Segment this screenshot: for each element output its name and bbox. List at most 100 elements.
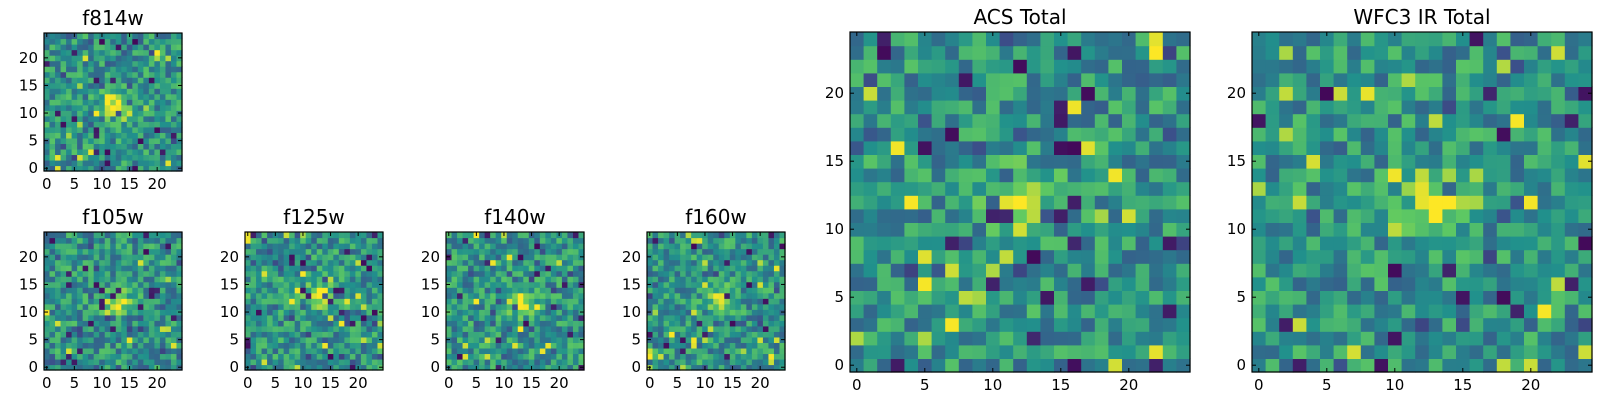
heatmap-cell xyxy=(126,44,133,51)
heatmap-cell xyxy=(773,331,781,338)
heatmap-cell xyxy=(1388,317,1403,332)
heatmap-cell xyxy=(1040,304,1055,319)
heatmap-cell xyxy=(104,71,111,78)
heatmap-cell xyxy=(663,320,670,327)
heatmap-cell xyxy=(479,237,486,244)
heatmap-cell xyxy=(757,254,764,261)
heatmap-cell xyxy=(674,309,681,316)
heatmap-cell xyxy=(159,77,167,84)
x-tick-label: 15 xyxy=(321,374,340,392)
heatmap-cell xyxy=(561,358,569,366)
heatmap-cell xyxy=(751,309,758,316)
heatmap-cell xyxy=(696,292,703,299)
heatmap-cell xyxy=(999,45,1014,60)
heatmap-cell xyxy=(1333,344,1348,359)
heatmap-cell xyxy=(468,270,475,277)
heatmap-cell xyxy=(762,309,770,316)
heatmap-cell xyxy=(165,49,172,56)
heatmap-cell xyxy=(1279,344,1294,359)
heatmap-cell xyxy=(468,265,475,272)
heatmap-cell xyxy=(1081,276,1096,291)
heatmap-cell xyxy=(110,320,117,327)
heatmap-cell xyxy=(534,287,541,294)
heatmap-cell xyxy=(344,358,351,366)
heatmap-cell xyxy=(647,353,654,360)
heatmap-cell xyxy=(1054,154,1069,169)
heatmap-cell xyxy=(294,287,301,294)
heatmap-cell xyxy=(545,254,552,261)
heatmap-cell xyxy=(572,237,580,244)
heatmap-cell xyxy=(159,298,167,305)
heatmap-cell xyxy=(972,113,987,128)
heatmap-cell xyxy=(674,237,681,244)
heatmap-cell xyxy=(1428,290,1443,305)
heatmap-cell xyxy=(267,303,274,310)
heatmap-cell xyxy=(479,342,486,349)
heatmap-cell xyxy=(779,298,786,305)
heatmap-cell xyxy=(729,243,736,250)
heatmap-cell xyxy=(143,281,150,288)
heatmap-cell xyxy=(479,287,486,294)
heatmap-cell xyxy=(506,276,513,283)
heatmap-cell xyxy=(71,44,78,51)
heatmap-cell xyxy=(99,314,106,321)
heatmap-cell xyxy=(1040,32,1055,47)
heatmap-cell xyxy=(71,126,78,133)
heatmap-cell xyxy=(1094,45,1109,60)
heatmap-cell xyxy=(556,309,563,316)
heatmap-cell xyxy=(256,320,263,327)
y-tick-label: 5 xyxy=(631,331,641,349)
heatmap-cell xyxy=(88,298,95,305)
heatmap-cell xyxy=(512,248,519,255)
heatmap-cell xyxy=(735,254,742,261)
heatmap-cell xyxy=(556,237,563,244)
heatmap-cell xyxy=(462,347,469,355)
heatmap-cell xyxy=(740,254,747,261)
heatmap-cells xyxy=(44,33,183,172)
heatmap-cell xyxy=(877,276,892,291)
heatmap-cell xyxy=(110,99,117,106)
heatmap-cell xyxy=(165,336,172,343)
heatmap-cell xyxy=(877,195,892,210)
heatmap-cell xyxy=(176,121,183,128)
heatmap-cell xyxy=(528,353,535,360)
heatmap-cell xyxy=(1551,290,1566,305)
heatmap-cell xyxy=(1320,140,1335,155)
heatmap-cell xyxy=(1162,181,1177,196)
heatmap-cell xyxy=(1537,222,1552,237)
heatmap-cell xyxy=(1551,276,1566,291)
heatmap-cell xyxy=(674,331,681,338)
heatmap-cell xyxy=(1578,72,1593,87)
heatmap-cell xyxy=(512,347,519,355)
heatmap-cell xyxy=(1320,127,1335,142)
heatmap-cell xyxy=(501,298,508,305)
heatmap-cell xyxy=(176,104,183,111)
heatmap-cell xyxy=(104,331,111,338)
heatmap-cell xyxy=(60,292,67,299)
heatmap-cell xyxy=(863,304,878,319)
heatmap-cell xyxy=(49,232,56,239)
heatmap-cell xyxy=(495,336,502,343)
heatmap-cell xyxy=(556,314,563,321)
heatmap-cell xyxy=(360,259,368,266)
heatmap-cell xyxy=(82,270,89,277)
heatmap-cell xyxy=(55,148,62,156)
heatmap-cell xyxy=(377,292,384,299)
heatmap-cell xyxy=(1279,222,1294,237)
heatmap-cell xyxy=(77,71,84,78)
heatmap-cell xyxy=(104,49,111,56)
heatmap-cell xyxy=(773,353,781,360)
heatmap-cell xyxy=(49,298,56,305)
heatmap-cell xyxy=(154,132,161,139)
heatmap-cell xyxy=(762,254,770,261)
heatmap-cell xyxy=(1388,72,1403,87)
heatmap-cell xyxy=(757,309,764,316)
heatmap-cell xyxy=(154,254,161,261)
heatmap-cell xyxy=(66,325,73,332)
heatmap-cell xyxy=(165,254,172,261)
heatmap-cell xyxy=(66,270,73,277)
heatmap-cell xyxy=(1013,263,1028,278)
heatmap-cell xyxy=(137,93,144,100)
heatmap-cell xyxy=(735,232,742,239)
heatmap-cell xyxy=(468,342,475,349)
